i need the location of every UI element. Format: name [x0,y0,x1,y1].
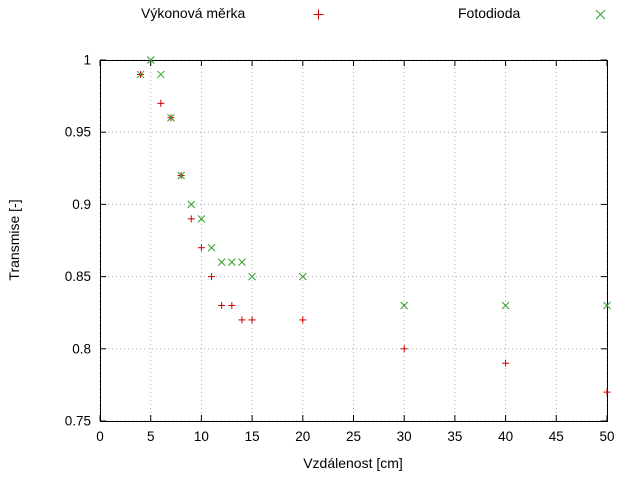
legend-label-power-meter: Výkonová měrka [141,5,246,21]
y-axis-title: Transmise [-] [6,199,22,281]
cross-marker [238,258,246,267]
series-power-meter [137,70,611,396]
cross-marker [217,258,226,267]
plus-marker [208,273,216,281]
series-photodiode [136,56,611,310]
x-tick-label: 5 [147,429,155,444]
plus-marker [603,388,611,396]
plus-marker [228,301,236,309]
cross-marker [298,272,307,281]
cross-marker [136,70,145,79]
x-tick-label: 0 [96,429,104,444]
plus-marker [157,99,165,107]
plus-marker [502,359,510,367]
plus-marker [187,215,195,223]
cross-marker [146,56,155,64]
x-axis-title: Vzdálenost [cm] [303,455,403,471]
plus-marker [400,345,408,353]
cross-marker [501,301,510,310]
cross-marker [400,301,409,310]
cross-marker [156,70,165,79]
plus-marker [248,316,256,324]
legend-label-photodiode: Fotodioda [458,5,521,21]
cross-marker [167,113,175,122]
y-tick-label: 0.95 [65,125,91,140]
x-tick-label: 15 [245,429,260,444]
cross-marker [227,258,236,267]
plus-marker [299,316,307,324]
y-tick-label: 1 [83,53,91,68]
grid-lines [99,59,608,422]
y-tick-label: 0.75 [65,414,91,429]
plus-marker [238,316,246,324]
legend-marker-plus-icon [313,9,324,20]
x-tick-label: 30 [397,429,412,444]
y-tick-label: 0.85 [65,269,91,284]
cross-marker [187,200,196,209]
cross-marker [207,243,216,252]
y-tick-label: 0.8 [72,341,91,356]
legend-marker-cross-icon [595,9,606,20]
x-tick-label: 10 [194,429,209,444]
plus-marker [218,301,226,309]
y-tick-label: 0.9 [72,197,91,212]
cross-marker [177,171,185,180]
x-tick-label: 35 [447,429,462,444]
cross-marker [197,214,206,223]
cross-marker [603,301,611,310]
plus-marker [197,244,205,252]
axis-tick-marks [99,59,608,422]
x-tick-label: 20 [295,429,310,444]
tick-labels: 0 5 10 15 20 25 30 35 40 45 50 0.75 0.8 0.85 0.9 0.95 1 [65,53,615,445]
x-tick-label: 40 [498,429,513,444]
cross-marker [248,272,256,281]
x-tick-label: 45 [549,429,564,444]
x-tick-label: 50 [599,429,614,444]
x-tick-label: 25 [346,429,361,444]
